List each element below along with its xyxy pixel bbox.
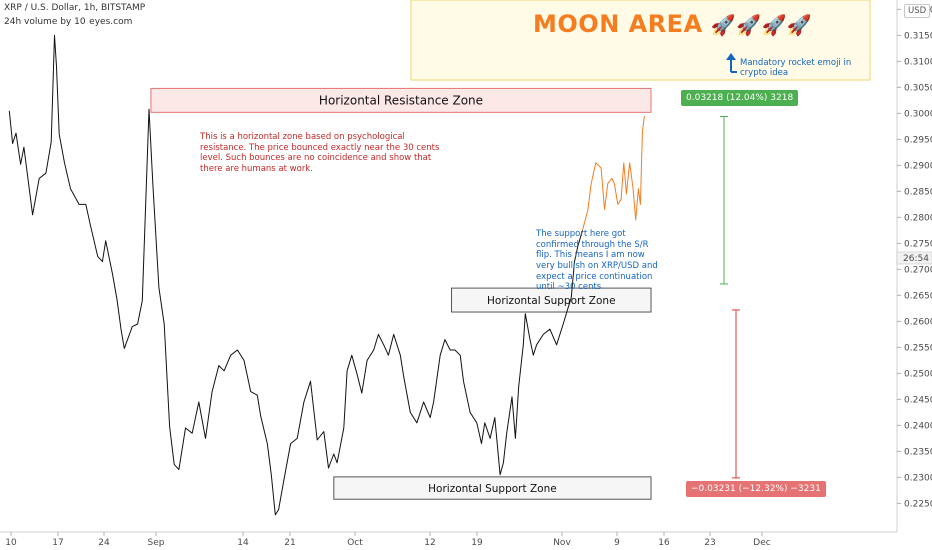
price-line-history: [8, 34, 583, 516]
y-tick-label: 0.25500: [904, 343, 932, 353]
x-tick-label: 24: [98, 538, 110, 548]
x-tick-label: Sep: [148, 538, 165, 548]
y-tick-label: 0.24500: [904, 395, 932, 405]
series-layer: [8, 34, 645, 516]
y-tick-label: 0.27000: [904, 265, 932, 275]
support-zone-lower-box: [333, 476, 652, 500]
y-tick-label: 0.26500: [904, 291, 932, 301]
x-tick-label: Dec: [753, 538, 770, 548]
x-tick-label: 17: [52, 538, 63, 548]
volume-subtitle: 24h volume by 10 eyes.com: [4, 17, 133, 27]
moon-arrow-head: [726, 53, 736, 60]
countdown-label: 26:54: [903, 254, 929, 264]
y-tick-label: 0.27500: [904, 239, 932, 249]
x-tick-label: 21: [284, 538, 295, 548]
symbol-title: XRP / U.S. Dollar, 1h, BITSTAMP: [4, 3, 146, 13]
y-tick-label: 0.30500: [904, 83, 932, 93]
moon-area-box: [410, 0, 871, 81]
support-zone-upper-label: Horizontal Support Zone: [487, 295, 616, 307]
y-tick-label: 0.28500: [904, 187, 932, 197]
y-tick-label: 0.26000: [904, 317, 932, 327]
measure-down-label: −0.03231 (−12.32%) −3231: [686, 480, 826, 497]
resistance-zone-box: [150, 87, 652, 113]
annotations-layer: Horizontal Resistance Zone Horizontal Sup…: [319, 53, 740, 495]
x-tick-label: 23: [704, 538, 715, 548]
price-line-recent: [582, 115, 645, 231]
x-tick-label: 14: [237, 538, 249, 548]
x-tick-label: Oct: [347, 538, 363, 548]
y-tick-label: 0.28000: [904, 213, 932, 223]
zones-layer: [150, 0, 871, 500]
support-note: The support here got confirmed through t…: [536, 229, 658, 293]
measure-up-label: 0.03218 (12.04%) 3218: [681, 90, 799, 107]
y-tick-label: 0.29000: [904, 161, 932, 171]
x-tick-label: 10: [5, 538, 17, 548]
y-tick-label: 0.30000: [904, 109, 932, 119]
support-zone-upper-box: [451, 287, 652, 313]
moon-area-title: MOON AREA 🚀🚀🚀🚀: [533, 10, 812, 38]
y-tick-label: 0.22500: [904, 499, 932, 509]
x-tick-label: 12: [424, 538, 435, 548]
x-tick-label: 19: [471, 538, 483, 548]
x-tick-label: Nov: [553, 538, 571, 548]
support-zone-lower-label: Horizontal Support Zone: [428, 483, 557, 495]
resistance-zone-label: Horizontal Resistance Zone: [319, 94, 483, 108]
y-tick-label: 0.23000: [904, 473, 932, 483]
x-tick-label: 16: [658, 538, 670, 548]
x-tick-label: 9: [614, 538, 620, 548]
y-tick-label: 0.24000: [904, 421, 932, 431]
y-tick-label: 0.23500: [904, 447, 932, 457]
y-tick-label: 0.31500: [904, 31, 932, 41]
moon-area-note: Mandatory rocket emoji in crypto idea: [740, 58, 852, 79]
resistance-note: This is a horizontal zone based on psych…: [200, 132, 440, 174]
countdown-tag: [896, 251, 932, 265]
y-tick-label: 0.31000: [904, 57, 932, 67]
rocket-icon: 🚀🚀🚀🚀: [710, 13, 813, 37]
y-tick-label: 0.29500: [904, 135, 932, 145]
currency-badge[interactable]: USD: [904, 4, 931, 18]
y-tick-label: 0.25000: [904, 369, 932, 379]
moon-title-text: MOON AREA: [533, 10, 703, 38]
